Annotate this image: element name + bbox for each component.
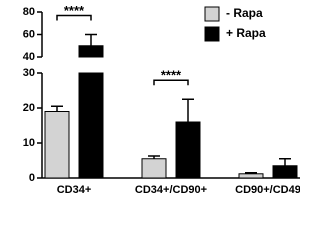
error-bar: [245, 172, 257, 174]
error-bar: [148, 155, 160, 159]
y-tick-label: 60: [23, 28, 35, 40]
error-bar: [279, 158, 291, 166]
bar: [44, 111, 70, 179]
legend-label: + Rapa: [226, 26, 266, 40]
y-tick-label: 20: [23, 102, 35, 114]
x-tick-label: CD34+/CD90+: [135, 184, 207, 196]
bar: [141, 158, 167, 179]
chart: 0 10 20 30 40 60 80 CD34+ CD34+/CD90+ CD90+/CD49 *…: [23, 3, 300, 196]
significance-label: ****: [161, 68, 182, 83]
significance-bracket: [153, 79, 189, 86]
error-bar: [85, 33, 97, 46]
error-bar: [51, 105, 63, 112]
y-tick-label: 0: [29, 172, 35, 184]
bar: [238, 173, 264, 179]
bar: [272, 165, 298, 179]
legend-swatch: [204, 6, 220, 22]
bar: [78, 72, 104, 179]
x-tick-label: CD34+: [57, 184, 92, 196]
significance-label: ****: [64, 3, 85, 18]
bar-upper: [78, 45, 104, 58]
significance-bracket: [56, 14, 92, 21]
legend-swatch: [204, 26, 220, 42]
y-tick-label: 80: [23, 6, 35, 18]
y-tick-label: 40: [23, 51, 35, 63]
legend-label: - Rapa: [226, 6, 263, 20]
error-bar: [182, 98, 194, 122]
y-tick-label: 10: [23, 137, 35, 149]
x-tick-label: CD90+/CD49: [235, 184, 300, 196]
bar: [175, 121, 201, 179]
y-tick-label: 30: [23, 67, 35, 79]
